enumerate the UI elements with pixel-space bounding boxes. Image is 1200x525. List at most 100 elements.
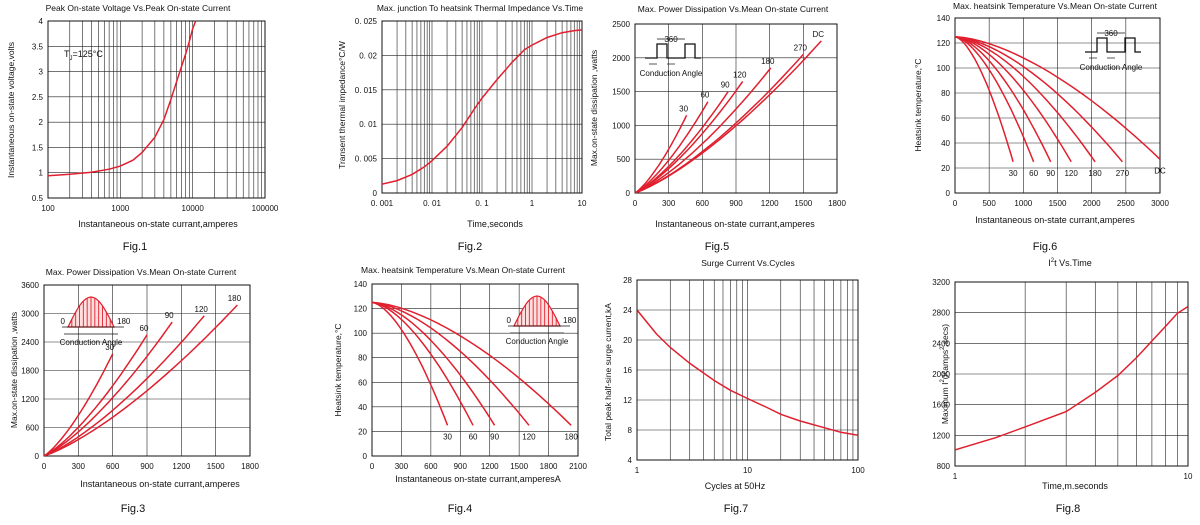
x-tick-label: 1200 bbox=[481, 462, 499, 471]
y-axis-label-part: 2 bbox=[940, 346, 946, 350]
series-curve-90 bbox=[372, 301, 496, 426]
x-axis-label: Instantaneous on-state currant,amperesA bbox=[395, 474, 561, 484]
inset-angle-label: Conduction Angle bbox=[640, 69, 703, 78]
series-label: 120 bbox=[1064, 169, 1078, 178]
series-label: DC bbox=[813, 30, 825, 39]
series-label: 180 bbox=[228, 294, 242, 303]
y-tick-label: 0 bbox=[363, 452, 368, 461]
x-tick-label: 900 bbox=[729, 199, 743, 208]
x-tick-label: 100000 bbox=[252, 204, 279, 213]
series-label: 90 bbox=[721, 81, 730, 90]
y-tick-label: 80 bbox=[358, 354, 367, 363]
x-tick-label: 300 bbox=[395, 462, 409, 471]
inset-half-sine: 0 180 Conduction Angle bbox=[506, 295, 577, 346]
y-tick-label: 0 bbox=[373, 189, 378, 198]
y-tick-label: 1500 bbox=[612, 88, 630, 97]
series-curve-30 bbox=[635, 114, 688, 193]
x-tick-label: 300 bbox=[72, 462, 86, 471]
inset-period-label: 360 bbox=[664, 35, 678, 44]
x-tick-label: 10 bbox=[578, 199, 587, 208]
inset-angle-label: Conduction Angle bbox=[60, 338, 123, 347]
x-tick-label: 2000 bbox=[1083, 199, 1101, 208]
series-label: 30 bbox=[443, 432, 452, 441]
series-curve-180 bbox=[955, 36, 1096, 163]
y-tick-label: 40 bbox=[358, 403, 367, 412]
series-curve-120 bbox=[955, 36, 1072, 163]
inset-period-label: 360 bbox=[1104, 29, 1118, 38]
series-curve-30 bbox=[372, 301, 449, 426]
chart-title: Max. Power Dissipation Vs.Mean On-state … bbox=[638, 4, 829, 14]
x-tick-label: 2500 bbox=[1117, 199, 1135, 208]
y-tick-label: 600 bbox=[26, 424, 40, 433]
y-tick-label: 3000 bbox=[21, 310, 39, 319]
inset-zero-label: 0 bbox=[507, 316, 512, 325]
inset-180-label: 180 bbox=[117, 317, 131, 326]
x-tick-label: 10 bbox=[743, 466, 752, 475]
y-tick-label: 0. 015 bbox=[355, 86, 378, 95]
series-label: 270 bbox=[794, 43, 808, 52]
y-tick-label: 1800 bbox=[21, 367, 39, 376]
inset-zero-label: 0 bbox=[61, 317, 66, 326]
y-axis-label: Max.on-state dissipation ,watts bbox=[589, 50, 599, 166]
y-axis-label-part: .secs) bbox=[940, 324, 950, 347]
x-tick-label: 1800 bbox=[828, 199, 846, 208]
series-curve-i2t bbox=[955, 305, 1188, 451]
y-tick-label: 4 bbox=[628, 456, 633, 465]
figure-caption: Fig.8 bbox=[1056, 503, 1080, 515]
series-curve-30 bbox=[44, 353, 114, 456]
figure-caption: Fig.7 bbox=[724, 503, 748, 515]
series-label: 60 bbox=[700, 91, 709, 100]
series-curve-surge bbox=[637, 309, 858, 437]
series-curve-60 bbox=[44, 334, 148, 456]
y-axis-label-part: (Kamps bbox=[940, 350, 950, 379]
x-tick-label: 10000 bbox=[182, 204, 205, 213]
x-tick-label: 0 bbox=[633, 199, 638, 208]
series-curve-270 bbox=[955, 36, 1123, 163]
y-axis-label: Instantaneous on-state voltage,volts bbox=[6, 42, 16, 178]
x-tick-label: 1 bbox=[953, 472, 958, 481]
y-tick-label: 3.5 bbox=[32, 42, 44, 51]
series-label: 270 bbox=[1116, 169, 1130, 178]
series-curve-120 bbox=[372, 301, 530, 426]
y-tick-label: 2800 bbox=[932, 309, 950, 318]
y-tick-label: 1600 bbox=[932, 401, 950, 410]
y-tick-label: 120 bbox=[937, 39, 951, 48]
y-tick-label: 0. 01 bbox=[359, 120, 377, 129]
series-curve-90 bbox=[44, 321, 173, 456]
y-tick-label: 16 bbox=[623, 366, 632, 375]
series-label: 30 bbox=[105, 343, 114, 352]
x-tick-label: 1500 bbox=[1049, 199, 1067, 208]
series-curve-dc bbox=[635, 40, 822, 193]
figure-caption: Fig.6 bbox=[1033, 241, 1057, 253]
series-curve-120 bbox=[44, 315, 205, 456]
chart-title-part: I bbox=[1048, 258, 1051, 268]
y-tick-label: 800 bbox=[937, 462, 951, 471]
y-tick-label: 1 bbox=[39, 169, 44, 178]
x-tick-label: 1200 bbox=[761, 199, 779, 208]
series-curve-dc bbox=[955, 36, 1160, 160]
y-axis-label-part: 2 bbox=[940, 379, 946, 383]
chart-title: Max. junction To heatsink Thermal Impeda… bbox=[377, 3, 584, 13]
series-curve-180 bbox=[44, 304, 238, 456]
chart-title: Max. heatsink Temperature Vs.Mean On-sta… bbox=[953, 1, 1158, 11]
y-tick-label: 20 bbox=[358, 427, 367, 436]
x-axis-label: Time,seconds bbox=[467, 219, 523, 229]
x-tick-label: 1500 bbox=[510, 462, 528, 471]
series-label: 30 bbox=[1009, 169, 1018, 178]
y-tick-label: 0. 025 bbox=[355, 17, 378, 26]
x-tick-label: 0 bbox=[42, 462, 47, 471]
chart-fig7: 4 8 12 16 20 24 28 1 10 100 Surge Current Vs.Cycle… bbox=[603, 258, 865, 515]
figure-caption: Fig.2 bbox=[458, 241, 482, 253]
y-tick-label: 0.5 bbox=[32, 194, 44, 203]
chart-fig6: 0 20 40 60 80 100 120 140 0 500 1000 1500 2000 2500 30… bbox=[913, 1, 1169, 253]
series-label: 30 bbox=[679, 104, 688, 113]
series-label: 60 bbox=[469, 432, 478, 441]
y-tick-label: 2000 bbox=[612, 54, 630, 63]
series-curve-90 bbox=[955, 36, 1052, 163]
chart-title: Surge Current Vs.Cycles bbox=[701, 258, 795, 268]
x-axis-label: Instantaneous on-state currant,amperes bbox=[80, 479, 240, 489]
x-tick-label: 500 bbox=[982, 199, 996, 208]
series-curve-120 bbox=[635, 81, 744, 193]
